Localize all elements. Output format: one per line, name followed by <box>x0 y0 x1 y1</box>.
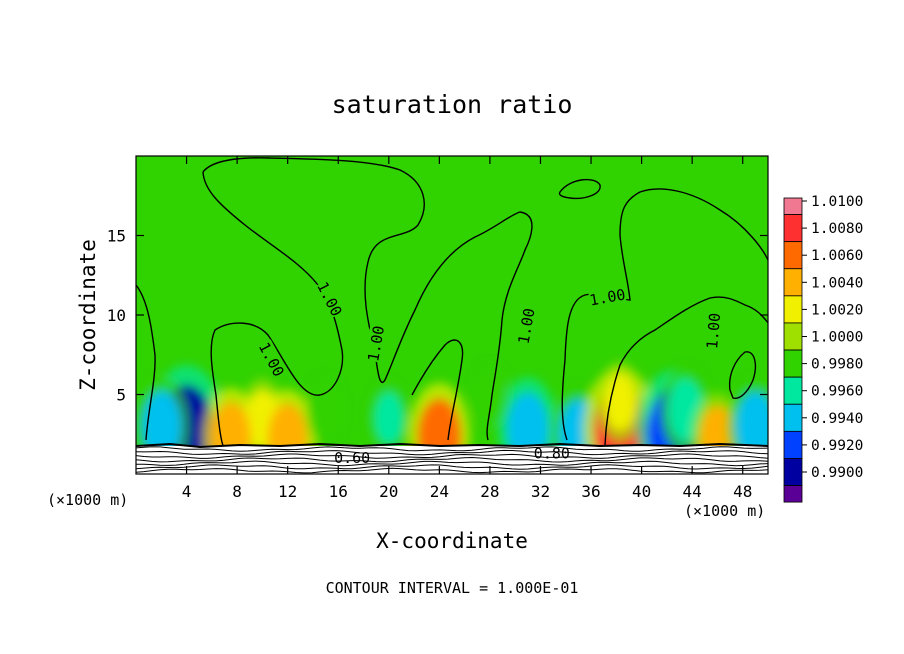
x-tick-labels: 4 8 12 16 20 24 28 32 36 40 44 48 <box>182 482 753 501</box>
y-tick-labels: 5 10 15 <box>107 227 126 405</box>
terrain-contour <box>136 453 768 459</box>
terrain-contour <box>136 467 768 474</box>
contour-label: 1.00 <box>364 324 388 363</box>
colorbar-swatch <box>783 458 803 486</box>
contour-label-group: 1.00 <box>364 324 388 363</box>
terrain-contour <box>136 456 768 463</box>
x-tick-label: 36 <box>581 482 600 501</box>
colorbar-label: 0.9960 <box>811 384 863 400</box>
contour-label-group: 0.60 <box>334 449 370 467</box>
colorbar-label: 1.0020 <box>811 302 863 318</box>
x-tick-label: 12 <box>278 482 297 501</box>
colorbar-swatch <box>783 241 803 270</box>
x-tick-label: 40 <box>632 482 651 501</box>
chart-title: saturation ratio <box>332 90 573 119</box>
terrain-contour <box>136 460 768 467</box>
colorbar-swatch <box>783 430 803 459</box>
y-tick-label: 5 <box>116 386 126 405</box>
x-tick-label: 44 <box>683 482 702 501</box>
colorbar-swatch <box>783 403 803 432</box>
x-axis-label: X-coordinate <box>376 529 528 553</box>
colorbar-swatch <box>783 214 803 243</box>
contour-label-group: 1.00 <box>703 312 724 350</box>
contour-label-group: 1.00 <box>515 307 539 346</box>
y-axis-label: Z-coordinate <box>76 239 100 391</box>
x-tick-label: 8 <box>232 482 242 501</box>
contour-line <box>136 284 156 441</box>
colorbar-label: 0.9940 <box>811 411 863 427</box>
colorbar-label: 1.0100 <box>811 194 863 210</box>
contour-label-bg <box>703 312 724 350</box>
colorbar-swatch <box>783 197 803 215</box>
contour-lines <box>136 157 768 449</box>
y-tick-label: 10 <box>107 306 126 325</box>
colorbar-swatch <box>783 295 803 324</box>
x-tick-label: 20 <box>379 482 398 501</box>
contour-label-bg <box>364 324 388 363</box>
colorbar-label: 1.0060 <box>811 248 863 264</box>
contour-label-group: 1.00 <box>588 286 627 310</box>
surface-line <box>136 442 768 449</box>
terrain-contour <box>136 464 768 470</box>
contour-label-bg <box>314 278 346 319</box>
axis-ticks <box>136 156 768 474</box>
x-unit-right: (×1000 m) <box>684 502 765 520</box>
contour-label: 0.60 <box>334 449 370 467</box>
moisture-core <box>476 371 503 418</box>
contour-label-bg <box>588 285 627 309</box>
colorbar-swatch <box>783 322 803 351</box>
contour-label-bg <box>255 339 288 380</box>
colorbar-swatch <box>783 349 803 378</box>
y-tick-label: 15 <box>107 227 126 246</box>
contour-label-group: 0.80 <box>534 444 570 462</box>
contour-interval-text: CONTOUR INTERVAL = 1.000E-01 <box>326 579 579 597</box>
colorbar-swatch <box>783 485 803 503</box>
colorbar-label: 1.0040 <box>811 275 863 291</box>
colorbar-label: 1.0000 <box>811 330 863 346</box>
contour-line <box>561 188 768 441</box>
x-tick-label: 16 <box>329 482 348 501</box>
colorbar-label: 0.9900 <box>811 465 863 481</box>
moisture-core <box>373 391 404 446</box>
colorbar-label: 0.9920 <box>811 438 863 454</box>
contour-label: 0.80 <box>534 444 570 462</box>
colorbar-swatch <box>783 268 803 297</box>
colorbar: 1.0100 1.0080 1.0060 1.0040 1.0020 1.0000 0.99… <box>783 194 863 503</box>
x-unit-left: (×1000 m) <box>47 491 128 509</box>
terrain-band <box>136 442 768 474</box>
contour-line <box>411 339 464 441</box>
moisture-core <box>311 385 340 436</box>
contour-line <box>728 351 757 399</box>
terrain-contour <box>136 449 768 456</box>
contour-label-bg <box>514 306 538 346</box>
contour-line <box>604 296 768 446</box>
contour-label: 1.00 <box>588 286 627 310</box>
contour-line <box>202 171 344 449</box>
x-tick-label: 24 <box>430 482 449 501</box>
contour-line <box>558 178 601 200</box>
terrain-contour <box>136 446 768 452</box>
colorbar-label: 0.9980 <box>811 357 863 373</box>
x-tick-label: 48 <box>733 482 752 501</box>
colorbar-swatch <box>783 376 803 405</box>
x-tick-label: 32 <box>531 482 550 501</box>
x-tick-label: 4 <box>182 482 192 501</box>
colorbar-label: 1.0080 <box>811 221 863 237</box>
moisture-core <box>604 373 637 431</box>
contour-label: 1.00 <box>703 312 724 350</box>
x-tick-label: 28 <box>480 482 499 501</box>
contour-line <box>202 157 533 441</box>
contour-label: 1.00 <box>515 307 539 346</box>
plot-area: 1.001.00 1.00 1.001.001.000.60 0.80 <box>135 155 769 475</box>
